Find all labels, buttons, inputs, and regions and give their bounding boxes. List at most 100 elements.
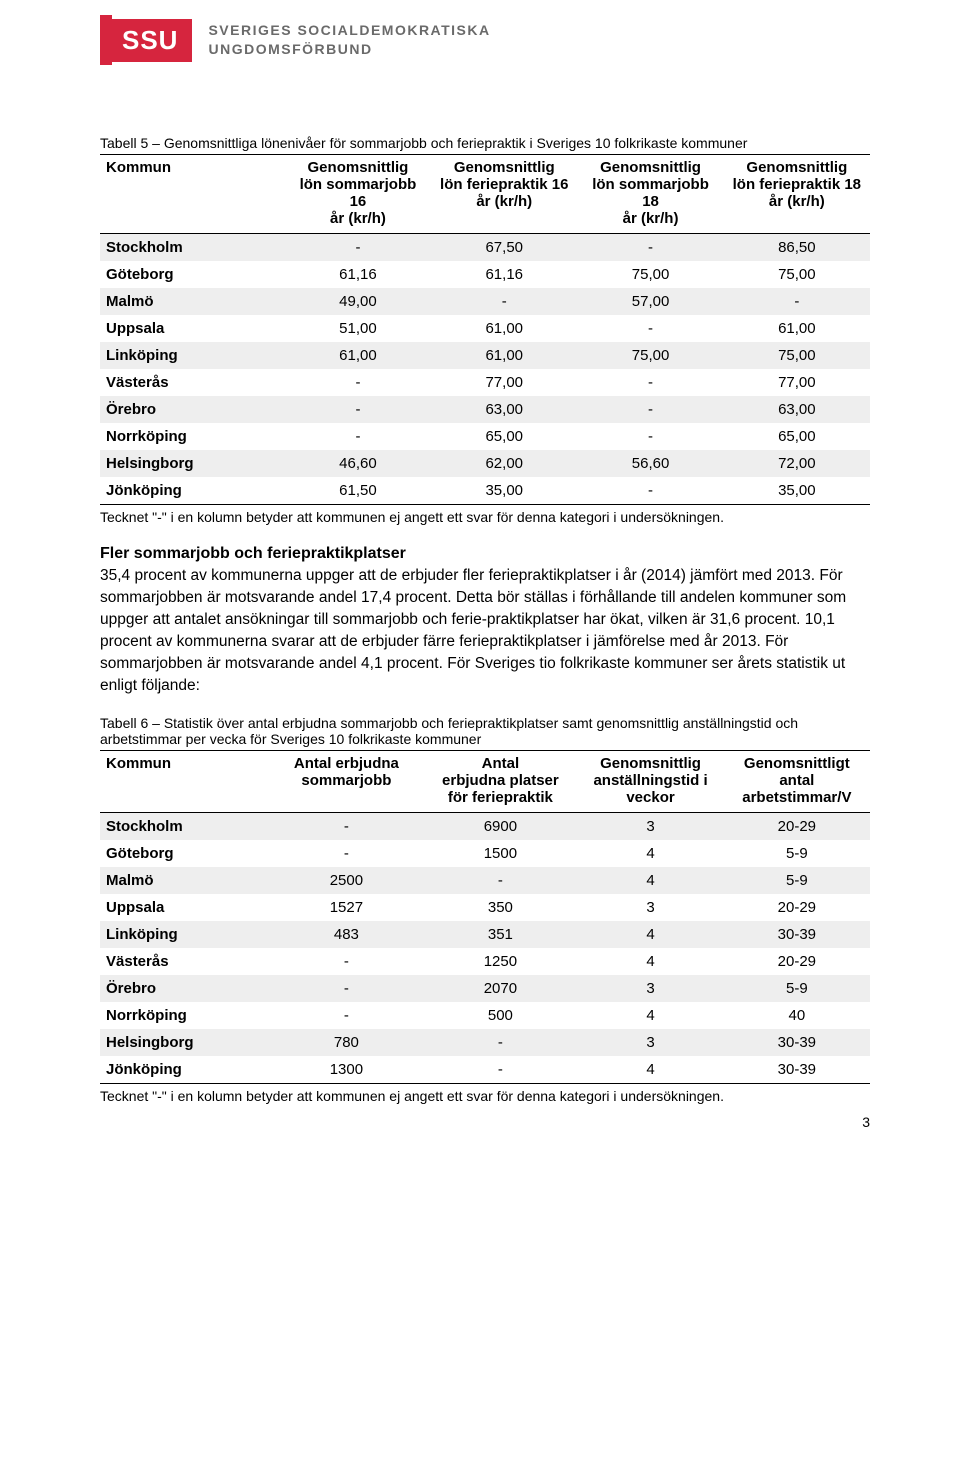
table6-row: Jönköping1300-430-39 [100,1056,870,1084]
table6-col-0: Kommun [100,751,269,813]
table6-cell: 3 [577,813,723,841]
table6-col-3: Genomsnittliganställningstid iveckor [577,751,723,813]
document-page: SSU SVERIGES SOCIALDEMOKRATISKA UNGDOMSF… [0,0,960,1144]
table6-col-4: Genomsnittligt antal arbetstimmar/V [724,751,870,813]
table6-cell: 40 [724,1002,870,1029]
table6-cell: Göteborg [100,840,269,867]
table6-row: Helsingborg780-330-39 [100,1029,870,1056]
table5-col-0: Kommun [100,155,285,234]
table6-cell: 6900 [423,813,577,841]
table6-cell: 500 [423,1002,577,1029]
table5-cell: 75,00 [724,261,870,288]
table5-cell: - [577,369,723,396]
table6-cell: Helsingborg [100,1029,269,1056]
logo-accent-bar [100,15,112,65]
table5-cell: 67,50 [431,234,577,262]
table5-cell: 63,00 [431,396,577,423]
table6-row: Göteborg-150045-9 [100,840,870,867]
table5-caption: Tabell 5 – Genomsnittliga lönenivåer för… [100,135,870,151]
table6-cell: Malmö [100,867,269,894]
table5-cell: - [285,396,431,423]
table5-cell: - [577,396,723,423]
table6-cell: 1250 [423,948,577,975]
table5-col-1: Genomsnittliglön sommarjobb 16år (kr/h) [285,155,431,234]
table5-cell: 35,00 [724,477,870,505]
table6-cell: Jönköping [100,1056,269,1084]
table5-cell: 75,00 [577,342,723,369]
table5-cell: Linköping [100,342,285,369]
table6-cell: 30-39 [724,1029,870,1056]
table6-row: Linköping483351430-39 [100,921,870,948]
table5-cell: - [724,288,870,315]
table5-cell: 65,00 [431,423,577,450]
table6-col-2: Antalerbjudna platserför feriepraktik [423,751,577,813]
table6-cell: 4 [577,840,723,867]
table5-footnote: Tecknet "-" i en kolumn betyder att komm… [100,509,870,525]
table5-col-4: Genomsnittliglön feriepraktik 18år (kr/h… [724,155,870,234]
table5-row: Norrköping-65,00-65,00 [100,423,870,450]
table5-cell: Uppsala [100,315,285,342]
table5-cell: - [577,234,723,262]
table6-cell: Västerås [100,948,269,975]
org-name-line1: SVERIGES SOCIALDEMOKRATISKA [208,22,490,38]
table5-cell: Örebro [100,396,285,423]
table5-cell: 61,00 [724,315,870,342]
table5-cell: Malmö [100,288,285,315]
table5-row: Uppsala51,0061,00-61,00 [100,315,870,342]
table6-cell: 483 [269,921,423,948]
table6-cell: 780 [269,1029,423,1056]
table5-cell: 75,00 [577,261,723,288]
table6-cell: 4 [577,948,723,975]
table5-cell: 61,00 [431,342,577,369]
table5: KommunGenomsnittliglön sommarjobb 16år (… [100,154,870,505]
table6-cell: 4 [577,867,723,894]
table5-cell: - [285,369,431,396]
table5-cell: 65,00 [724,423,870,450]
table5-cell: Helsingborg [100,450,285,477]
table5-cell: 35,00 [431,477,577,505]
table6-cell: 20-29 [724,813,870,841]
table5-cell: 63,00 [724,396,870,423]
table5-cell: Stockholm [100,234,285,262]
section-body: 35,4 procent av kommunerna uppger att de… [100,565,870,697]
table5-cell: 56,60 [577,450,723,477]
table6-cell: 20-29 [724,894,870,921]
table6-caption: Tabell 6 – Statistik över antal erbjudna… [100,715,870,747]
logo-badge: SSU [112,19,192,62]
table5-cell: 61,50 [285,477,431,505]
table6-col-1: Antal erbjudna sommarjobb [269,751,423,813]
table6-cell: 4 [577,1002,723,1029]
body-section: Fler sommarjobb och feriepraktikplatser … [100,545,870,697]
table6-cell: 30-39 [724,1056,870,1084]
table6-cell: 4 [577,1056,723,1084]
table5-row: Helsingborg46,6062,0056,6072,00 [100,450,870,477]
table6-row: Stockholm-6900320-29 [100,813,870,841]
table5-row: Linköping61,0061,0075,0075,00 [100,342,870,369]
table6-row: Norrköping-500440 [100,1002,870,1029]
table5-col-3: Genomsnittliglön sommarjobb 18år (kr/h) [577,155,723,234]
table5-cell: 49,00 [285,288,431,315]
table5-cell: 75,00 [724,342,870,369]
table5-row: Jönköping61,5035,00-35,00 [100,477,870,505]
table6-cell: 351 [423,921,577,948]
table6-cell: - [269,975,423,1002]
table6-cell: 2500 [269,867,423,894]
table6-cell: - [269,813,423,841]
table6-cell: 2070 [423,975,577,1002]
org-name-line2: UNGDOMSFÖRBUND [208,41,372,57]
table6-cell: Norrköping [100,1002,269,1029]
table5-cell: 61,00 [285,342,431,369]
table6-row: Örebro-207035-9 [100,975,870,1002]
table6-cell: 5-9 [724,840,870,867]
table6-cell: 20-29 [724,948,870,975]
table5-cell: 77,00 [724,369,870,396]
document-header: SSU SVERIGES SOCIALDEMOKRATISKA UNGDOMSF… [100,0,870,80]
table6-cell: 1527 [269,894,423,921]
table6-cell: 4 [577,921,723,948]
table6-cell: 5-9 [724,867,870,894]
table6-cell: - [269,1002,423,1029]
table6-footnote: Tecknet "-" i en kolumn betyder att komm… [100,1088,870,1104]
table5-row: Västerås-77,00-77,00 [100,369,870,396]
table6-cell: 1500 [423,840,577,867]
table5-row: Stockholm-67,50-86,50 [100,234,870,262]
